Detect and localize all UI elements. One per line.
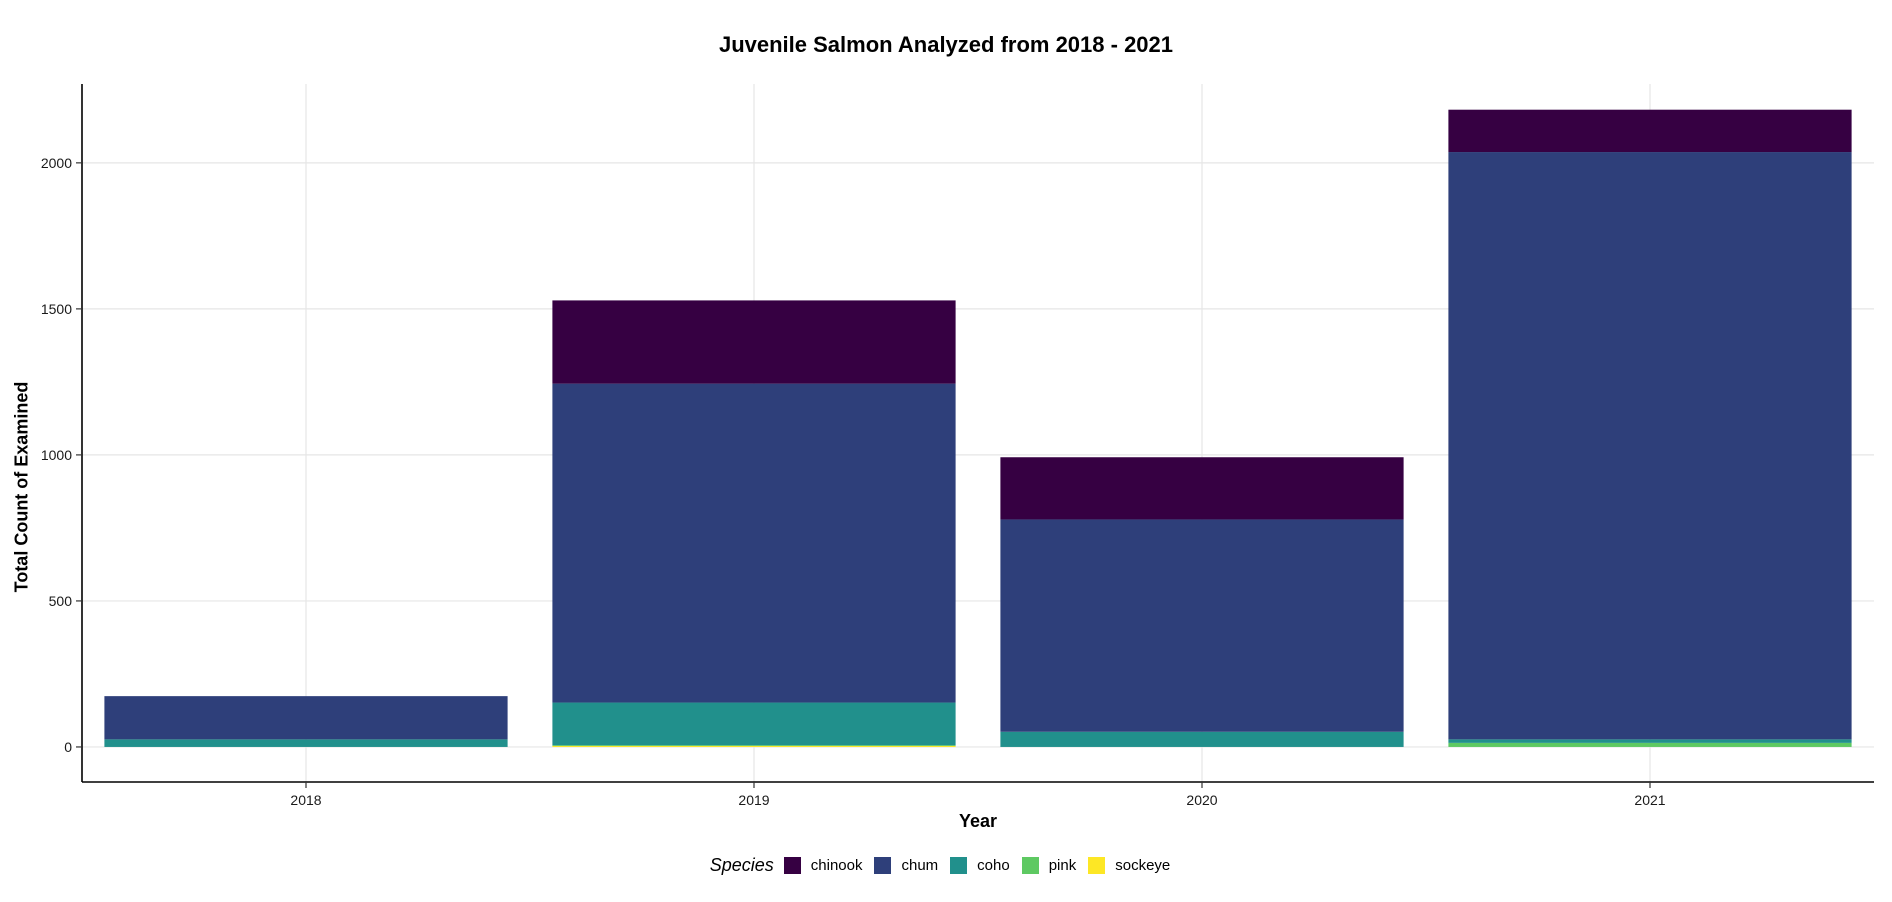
bar-segment-sockeye-2019 xyxy=(552,745,956,747)
y-tick-label: 1000 xyxy=(41,447,72,463)
legend-item-chinook: chinook xyxy=(783,857,863,874)
legend-item-coho: coho xyxy=(950,857,1010,874)
legend-items: chinook chum coho pink sockeye xyxy=(783,857,1182,874)
x-axis-label: Year xyxy=(958,811,998,831)
legend-item-chum: chum xyxy=(874,857,938,874)
legend-label: pink xyxy=(1048,857,1077,874)
legend-label: chum xyxy=(901,857,939,874)
y-tick-label: 0 xyxy=(64,739,72,755)
bar-segment-pink-2019 xyxy=(552,745,956,747)
bar-segment-chum-2019 xyxy=(552,383,956,703)
legend-swatch xyxy=(1088,857,1106,874)
bar-segment-coho-2020 xyxy=(1000,731,1404,747)
x-tick-label: 2020 xyxy=(1186,792,1217,808)
bar-segment-chum-2021 xyxy=(1448,152,1852,740)
y-tick-label: 500 xyxy=(49,593,73,609)
legend-title: Species xyxy=(709,855,774,875)
legend-item-pink: pink xyxy=(1021,857,1077,874)
bar-segment-coho-2018 xyxy=(104,739,508,747)
axes xyxy=(76,84,1874,788)
bar-segment-chinook-2020 xyxy=(1000,457,1404,520)
bar-segment-chinook-2021 xyxy=(1448,109,1852,153)
legend-label: chinook xyxy=(810,857,863,874)
bar-segment-chum-2020 xyxy=(1000,519,1404,732)
x-tick-label: 2019 xyxy=(738,792,769,808)
legend-label: sockeye xyxy=(1115,857,1171,874)
bar-segment-coho-2019 xyxy=(552,702,956,746)
legend-label: coho xyxy=(977,857,1010,874)
y-tick-label: 2000 xyxy=(41,155,72,171)
legend-swatch xyxy=(950,857,968,874)
bar-segment-chinook-2019 xyxy=(552,300,956,384)
x-tick-label: 2018 xyxy=(290,792,321,808)
legend-item-sockeye: sockeye xyxy=(1088,857,1170,874)
legend-swatch xyxy=(874,857,892,874)
bar-segment-chum-2018 xyxy=(104,696,508,740)
bar-segment-coho-2021 xyxy=(1448,739,1852,743)
bar-segment-pink-2021 xyxy=(1448,742,1852,747)
chart-title: Juvenile Salmon Analyzed from 2018 - 202… xyxy=(718,32,1174,57)
tick-labels: 0 500 1000 1500 2000 2018 2019 2020 2021 xyxy=(41,155,1666,808)
legend-swatch xyxy=(783,857,801,874)
bars xyxy=(104,109,1852,747)
legend: Species chinook chum coho pink sockeye xyxy=(0,855,1892,876)
y-tick-label: 1500 xyxy=(41,301,72,317)
y-axis-label: Total Count of Examined xyxy=(11,381,32,593)
legend-swatch xyxy=(1021,857,1039,874)
x-tick-label: 2021 xyxy=(1634,792,1665,808)
